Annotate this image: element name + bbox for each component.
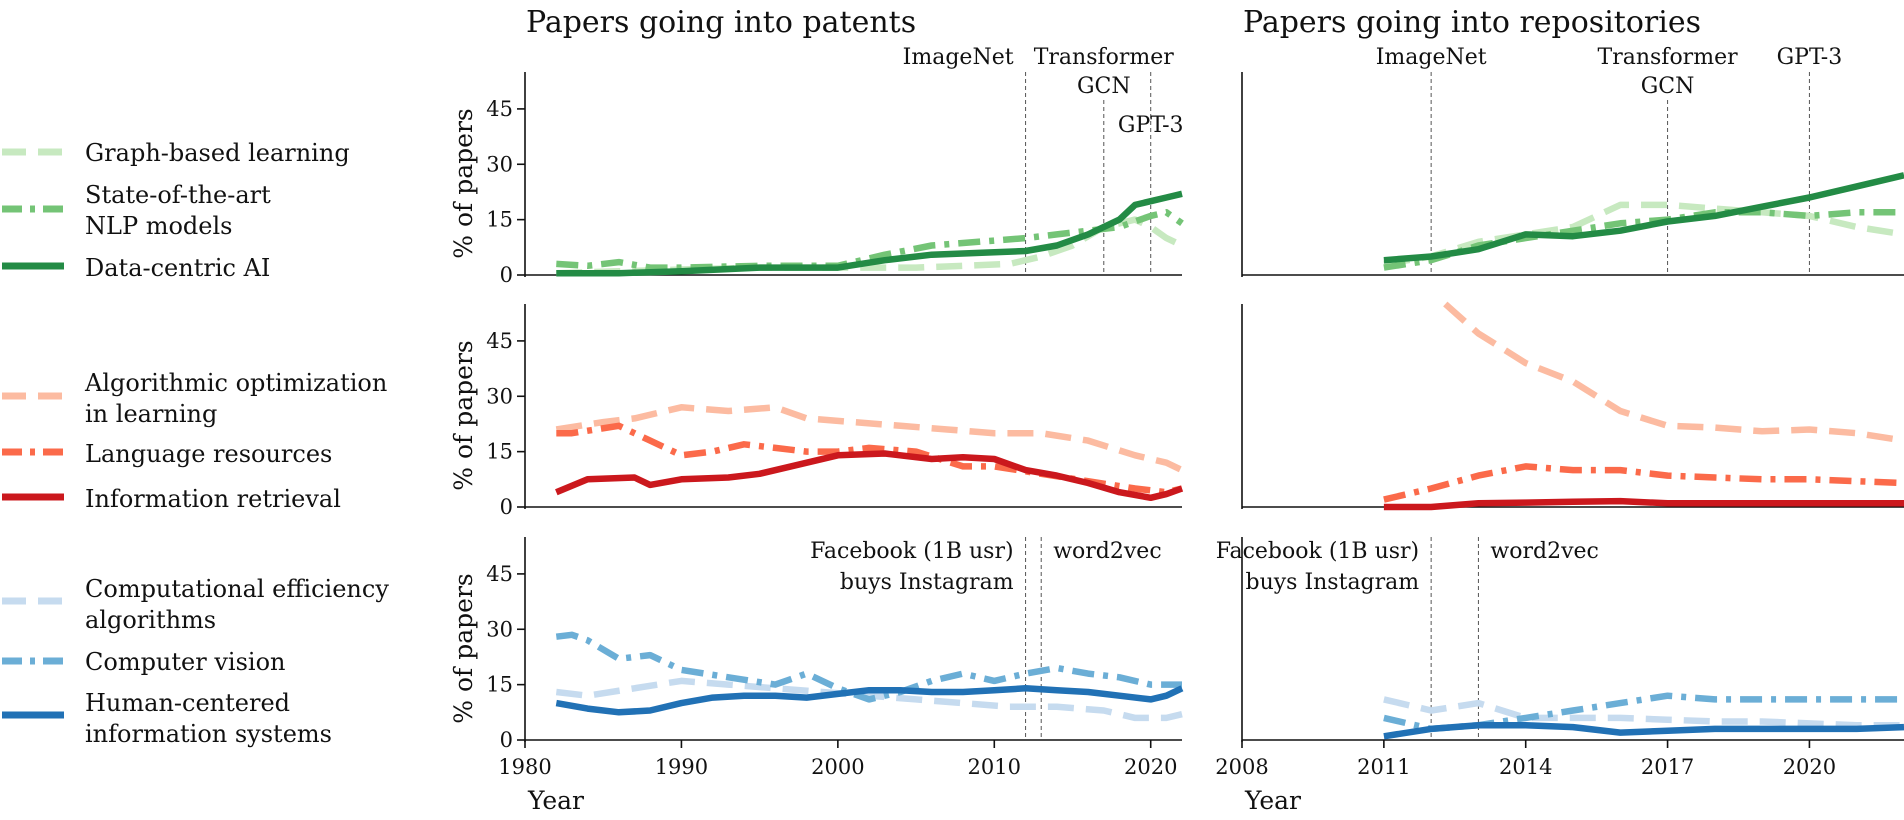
x-axis-label: Year xyxy=(1244,786,1301,815)
panel-title: Papers going into repositories xyxy=(1243,5,1701,40)
series-line-algorithmic-optimization-in-learning xyxy=(1443,301,1904,444)
x-tick-label: 1980 xyxy=(498,755,551,779)
legend-label: algorithms xyxy=(85,606,216,634)
panel-title: Papers going into patents xyxy=(526,5,916,40)
event-label: ImageNet xyxy=(1376,45,1487,70)
y-tick-label: 0 xyxy=(500,728,513,752)
series-line-human-centered-information-systems xyxy=(555,685,1184,716)
legend-label: Algorithmic optimization xyxy=(84,369,387,397)
panel-repositories-row2 xyxy=(1241,301,1904,511)
panels: Papers going into patents 0 15 30 45 % of pap… xyxy=(449,5,1904,815)
x-tick-label: 2020 xyxy=(1783,755,1836,779)
y-tick-label: 30 xyxy=(486,152,513,176)
x-tick-label: 2000 xyxy=(811,755,864,779)
series-line-language-resources xyxy=(1383,463,1904,503)
y-tick-label: 15 xyxy=(486,673,513,697)
series-line-graph-based-learning xyxy=(1383,201,1904,268)
legend-label: Computer vision xyxy=(85,648,285,676)
series-line-algorithmic-optimization-in-learning xyxy=(555,404,1184,474)
legend-label: Language resources xyxy=(85,440,332,468)
series-line-computer-vision xyxy=(1383,692,1904,733)
x-tick-label: 2010 xyxy=(968,755,1021,779)
series-line-computational-efficiency-algorithms xyxy=(1383,696,1904,729)
y-tick-label: 15 xyxy=(486,440,513,464)
event-label: GPT-3 xyxy=(1777,45,1843,70)
series-line-information-retrieval xyxy=(1383,497,1904,511)
x-tick-label: 2008 xyxy=(1215,755,1268,779)
y-tick-label: 45 xyxy=(486,329,513,353)
y-axis-label: % of papers xyxy=(449,340,478,490)
x-tick-label: 2017 xyxy=(1641,755,1694,779)
event-label: Transformer xyxy=(1034,45,1175,70)
panel-repositories-row1: Papers going into repositories ImageNet Tr… xyxy=(1241,5,1904,277)
panel-patents-row3: 0 15 30 45 % of papers 1980 1990 2000 2010 2020 Ye… xyxy=(449,537,1184,815)
series-line-information-retrieval xyxy=(555,450,1184,502)
x-axis-label: Year xyxy=(527,786,584,815)
series-line-human-centered-information-systems xyxy=(1383,721,1904,740)
legend-entry: Language resources xyxy=(2,440,332,468)
legend-entry: Computational efficiency algorithms xyxy=(2,575,389,634)
event-label: Transformer xyxy=(1598,45,1739,70)
y-tick-label: 45 xyxy=(486,97,513,121)
y-axis-label: % of papers xyxy=(449,573,478,723)
legend-entry: State-of-the-art NLP models xyxy=(2,181,271,240)
legend-label: NLP models xyxy=(85,212,232,240)
legend-label: Human-centered xyxy=(85,689,290,717)
event-label: word2vec xyxy=(1053,539,1161,564)
legend-entry: Computer vision xyxy=(2,648,285,676)
legend-label: in learning xyxy=(85,400,217,428)
series-line-state-of-the-art-nlp-models xyxy=(1383,209,1904,271)
panel-patents-row1: Papers going into patents 0 15 30 45 % of pap… xyxy=(449,5,1184,287)
y-tick-label: 45 xyxy=(486,562,513,586)
y-tick-label: 30 xyxy=(486,617,513,641)
y-tick-label: 0 xyxy=(500,495,513,519)
series-line-data-centric-ai xyxy=(1383,172,1904,264)
event-label: Facebook (1B usr) xyxy=(1216,539,1419,564)
legend-entry: Information retrieval xyxy=(2,485,341,513)
event-label: buys Instagram xyxy=(1245,570,1419,595)
y-tick-label: 30 xyxy=(486,384,513,408)
event-label: GCN xyxy=(1641,74,1695,99)
y-tick-label: 0 xyxy=(500,263,513,287)
legend-entry: Human-centered information systems xyxy=(2,689,332,748)
panel-patents-row2: 0 15 30 45 % of papers xyxy=(449,304,1184,519)
panel-repositories-row3: 2008 2011 2014 2017 2020 Year Facebook (1B usr… xyxy=(1215,537,1904,815)
event-label: buys Instagram xyxy=(840,570,1014,595)
legend: Graph-based learning State-of-the-art NLP … xyxy=(2,139,389,748)
series-line-state-of-the-art-nlp-models xyxy=(556,209,1184,271)
y-tick-label: 15 xyxy=(486,208,513,232)
legend-label: information systems xyxy=(85,720,332,748)
legend-label: Information retrieval xyxy=(85,485,341,513)
x-tick-label: 2011 xyxy=(1357,755,1410,779)
legend-entry: Data-centric AI xyxy=(2,254,270,282)
event-label: ImageNet xyxy=(903,45,1014,70)
legend-label: Graph-based learning xyxy=(85,139,350,167)
series-line-computer-vision xyxy=(555,631,1182,703)
x-tick-label: 2014 xyxy=(1499,755,1552,779)
legend-entry: Graph-based learning xyxy=(2,139,350,167)
x-tick-label: 2020 xyxy=(1124,755,1177,779)
legend-label: Data-centric AI xyxy=(85,254,270,282)
event-label: Facebook (1B usr) xyxy=(810,539,1013,564)
legend-label: Computational efficiency xyxy=(85,575,389,603)
y-axis-label: % of papers xyxy=(449,108,478,258)
event-label: GPT-3 xyxy=(1118,113,1184,138)
x-tick-label: 1990 xyxy=(655,755,708,779)
series-line-data-centric-ai xyxy=(556,190,1183,277)
event-label: word2vec xyxy=(1490,539,1598,564)
legend-entry: Algorithmic optimization in learning xyxy=(2,369,387,428)
legend-label: State-of-the-art xyxy=(85,181,271,209)
event-label: GCN xyxy=(1077,74,1131,99)
